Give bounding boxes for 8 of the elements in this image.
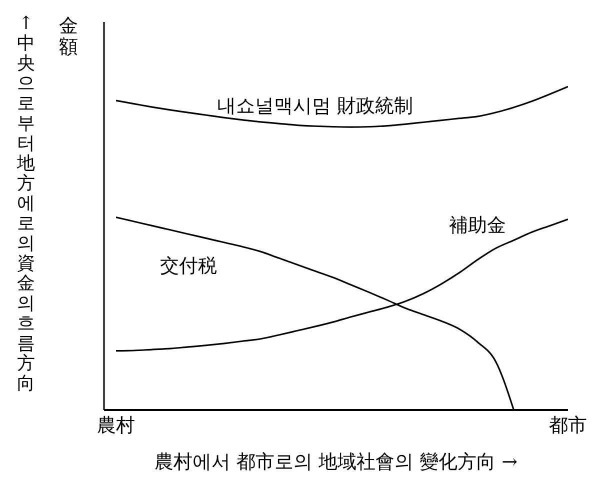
x-tick-label: 都市	[549, 414, 587, 436]
x-axis-title: 農村에서 都市로의 地域社會의 變化方向 →	[154, 451, 518, 473]
series-label: 補助金	[449, 214, 506, 237]
text: ↑中央으로부터 地方에로의 資金의 흐름方向	[17, 13, 35, 394]
x-tick-label: 農村	[97, 414, 135, 436]
series-label: 交付税	[160, 255, 217, 278]
y-axis-title: 金額	[58, 15, 79, 58]
series-label: 내쇼널맥시멈 財政統制	[216, 95, 413, 118]
